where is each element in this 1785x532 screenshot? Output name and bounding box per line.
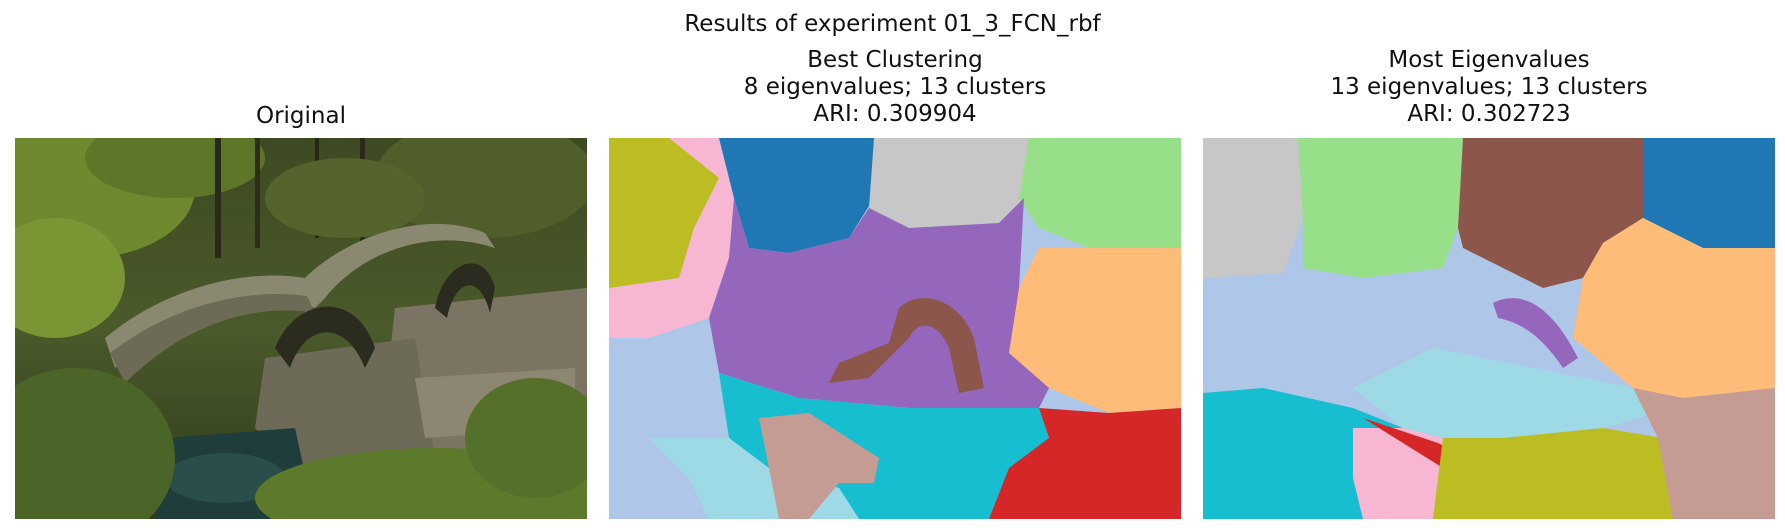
original-image — [15, 138, 587, 519]
best-clustering-segmentation — [609, 138, 1181, 519]
region-gray — [1203, 138, 1303, 278]
region-red — [989, 408, 1181, 519]
region-rose — [1633, 388, 1775, 519]
most-eigenvalues-panel-title: Most Eigenvalues 13 eigenvalues; 13 clus… — [1203, 47, 1775, 128]
best-clustering-map — [609, 138, 1181, 519]
region-cyan — [719, 373, 1049, 519]
region-blue — [1643, 138, 1775, 248]
region-olive — [1433, 428, 1683, 519]
region-green — [1298, 138, 1463, 278]
region-pink — [609, 138, 734, 338]
region-brown — [1458, 138, 1643, 288]
region-brown — [829, 298, 984, 393]
original-photo-illustration — [15, 138, 587, 519]
figure-title: Results of experiment 01_3_FCN_rbf — [684, 11, 1101, 37]
original-title-text: Original — [255, 103, 346, 129]
best-title-line-2: 8 eigenvalues; 13 clusters — [743, 74, 1047, 100]
original-panel-title: Original — [15, 103, 587, 130]
region-cyan — [1203, 388, 1403, 519]
most-eigenvalues-segmentation — [1203, 138, 1775, 519]
region-olive — [609, 138, 719, 288]
most-title-line-2: 13 eigenvalues; 13 clusters — [1330, 74, 1648, 100]
region-orange — [1573, 218, 1775, 398]
best-title-line-1: Best Clustering — [807, 47, 983, 73]
region-green — [1019, 138, 1181, 248]
best-clustering-panel-title: Best Clustering 8 eigenvalues; 13 cluste… — [609, 47, 1181, 128]
region-lightcyan — [1353, 348, 1673, 438]
region-purple — [1493, 298, 1578, 368]
region-rose — [759, 413, 879, 519]
region-gray — [869, 138, 1029, 228]
most-title-line-3: ARI: 0.302723 — [1407, 101, 1571, 127]
region-blue — [719, 138, 874, 253]
best-title-line-3: ARI: 0.309904 — [813, 101, 977, 127]
most-title-line-1: Most Eigenvalues — [1388, 47, 1590, 73]
region-orange — [1009, 248, 1181, 413]
most-eigenvalues-map — [1203, 138, 1775, 519]
